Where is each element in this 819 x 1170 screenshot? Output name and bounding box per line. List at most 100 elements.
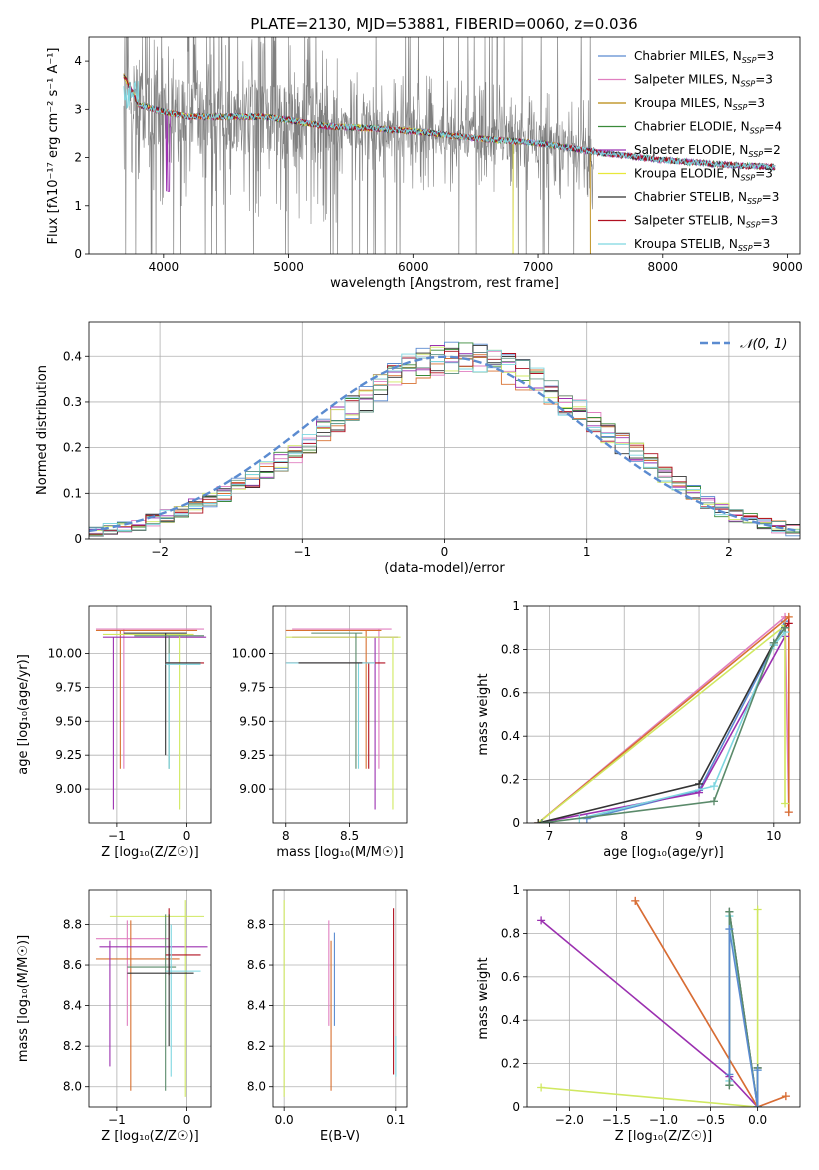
x-tick-label: −1 [293, 545, 311, 559]
data-point [725, 925, 734, 934]
plot-area-ebv-mass [283, 900, 397, 1097]
x-axis-label: Z [log₁₀(Z/Z☉)] [101, 845, 198, 860]
x-tick-label: 10 [766, 829, 781, 843]
y-tick-label: 0.6 [501, 970, 520, 984]
weight-series [586, 620, 786, 820]
x-tick-label: −1.5 [602, 1113, 631, 1127]
weight-series [728, 928, 759, 1107]
y-axis-label: Flux [fλ10⁻¹⁷ erg cm⁻² s⁻¹ A⁻¹] [46, 48, 61, 245]
y-tick-label: 0.8 [501, 926, 520, 940]
y-tick-label: 0.3 [63, 395, 82, 409]
weight-series [541, 909, 759, 1107]
y-tick-label: 8.0 [247, 1080, 266, 1094]
x-tick-label: 0 [183, 1113, 191, 1127]
legend-label: Chabrier STELIB, NSSP=3 [634, 190, 779, 206]
x-tick-label: 8 [282, 829, 290, 843]
y-tick-label: 10.00 [232, 646, 266, 660]
y-tick-label: 0.1 [63, 486, 82, 500]
axes-frame [88, 605, 212, 824]
data-point [784, 619, 793, 628]
plot-area-mass-age [285, 628, 401, 810]
normal-curve [89, 355, 800, 533]
x-tick-label: −2 [151, 545, 169, 559]
y-tick-label: 1 [74, 199, 82, 213]
x-tick-label: 0 [441, 545, 449, 559]
x-tick-label: −1 [108, 1113, 126, 1127]
x-tick-label: 0.0 [275, 1113, 294, 1127]
axes-z-mass: −1 0 8.0 8.2 8.4 8.6 8.8 Z [log₁₀(Z/Z☉)] mass [l… [16, 889, 212, 1144]
y-tick-label: 0 [74, 532, 82, 546]
y-tick-label: 8.6 [63, 958, 82, 972]
y-axis-label: age [log₁₀(age/yr)] [16, 654, 31, 775]
x-tick-label: 9 [695, 829, 703, 843]
y-tick-label: 0 [512, 816, 520, 830]
axes-frame [88, 36, 801, 255]
y-tick-label: 0.4 [501, 1013, 520, 1027]
data-point [631, 896, 640, 905]
x-axis-label: E(B-V) [320, 1129, 360, 1144]
data-point [781, 1092, 790, 1101]
legend-label: Kroupa STELIB, NSSP=3 [634, 237, 770, 253]
x-tick-label: 5000 [273, 260, 304, 274]
data-point [769, 638, 778, 647]
y-axis-label: Normed distribution [35, 365, 50, 495]
y-tick-label: 4 [74, 54, 82, 68]
y-tick-label: 8.2 [63, 1039, 82, 1053]
axes-frame [272, 605, 408, 824]
axes-z-age: −1 0 9.00 9.25 9.50 9.75 10.00 Z [log₁₀(Z/Z☉)] a… [16, 605, 212, 860]
y-tick-label: 8.2 [247, 1039, 266, 1053]
y-tick-label: 1 [512, 599, 520, 613]
data-point [781, 623, 790, 632]
y-tick-label: 8.4 [63, 999, 82, 1013]
x-tick-label: 9000 [772, 260, 803, 274]
legend-label: Salpeter ELODIE, NSSP=2 [634, 143, 781, 159]
x-tick-label: 4000 [149, 260, 180, 274]
y-tick-label: 9.50 [55, 714, 82, 728]
x-axis-label: (data-model)/error [384, 561, 505, 576]
x-axis-label: wavelength [Angstrom, rest frame] [330, 276, 559, 291]
data-point [537, 916, 546, 925]
y-tick-label: 3 [74, 102, 82, 116]
legend: Chabrier MILES, NSSP=3 Salpeter MILES, NS… [598, 49, 782, 253]
x-tick-label: −1 [108, 829, 126, 843]
data-point [753, 1103, 762, 1107]
x-tick-label: 8000 [648, 260, 679, 274]
axes-age-weight: 7 8 9 10 0 0.2 0.4 0.6 0.8 1 age [log₁₀(age/yr)] ma… [476, 599, 801, 860]
axes-frame [88, 889, 212, 1108]
y-tick-label: 10.00 [48, 646, 82, 660]
y-tick-label: 9.00 [239, 782, 266, 796]
x-tick-label: 8 [620, 829, 628, 843]
axes-frame [272, 889, 408, 1108]
axes-spectrum: 4000 5000 6000 7000 8000 9000 0 1 2 3 4 wavelength … [46, 15, 803, 291]
y-tick-label: 8.0 [63, 1080, 82, 1094]
legend-label: Kroupa MILES, NSSP=3 [634, 96, 765, 112]
y-tick-label: 0.2 [501, 773, 520, 787]
legend-label: Chabrier ELODIE, NSSP=4 [634, 120, 782, 136]
data-point [709, 782, 718, 791]
data-point [753, 1066, 762, 1075]
plot-area-age-weight [534, 612, 793, 823]
y-tick-label: 9.00 [55, 782, 82, 796]
y-tick-label: 8.4 [247, 999, 266, 1013]
x-axis-label: Z [log₁₀(Z/Z☉)] [101, 1129, 198, 1144]
y-tick-label: 9.75 [55, 680, 82, 694]
y-tick-label: 9.25 [239, 748, 266, 762]
x-tick-label: 8.5 [340, 829, 359, 843]
legend-label: 𝒩(0, 1) [740, 337, 787, 352]
weight-series [579, 631, 786, 820]
y-tick-label: 8.8 [247, 917, 266, 931]
x-tick-label: 0.0 [748, 1113, 767, 1127]
y-tick-label: 0.6 [501, 686, 520, 700]
x-tick-label: 7000 [523, 260, 554, 274]
y-tick-label: 9.50 [239, 714, 266, 728]
y-tick-label: 9.75 [239, 680, 266, 694]
legend-label: Salpeter MILES, NSSP=3 [634, 73, 773, 89]
data-point [784, 808, 793, 817]
y-axis-label: mass weight [476, 957, 491, 1039]
y-tick-label: 0 [512, 1100, 520, 1114]
data-point [725, 1081, 734, 1090]
axes-residuals: −2 −1 0 1 2 0 0.1 0.2 0.3 0.4 (data-model)/error No… [35, 321, 801, 576]
plot-area-z-age [95, 628, 207, 810]
plot-area-z-weight [537, 896, 790, 1107]
